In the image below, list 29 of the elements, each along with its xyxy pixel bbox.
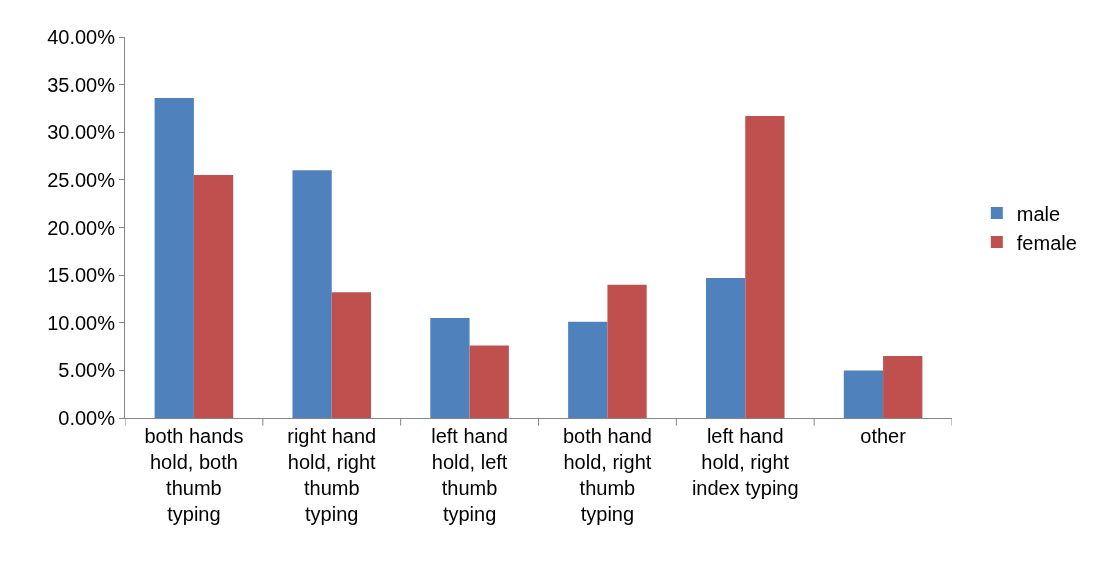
- y-tick-label: 5.00%: [58, 359, 116, 382]
- bar: [745, 116, 785, 418]
- x-tick-label: left hand hold, right index typing: [691, 425, 799, 499]
- bar: [705, 277, 746, 418]
- y-tick-label: 35.00%: [47, 73, 116, 96]
- bar: [193, 175, 234, 418]
- x-tick-label: other: [860, 425, 907, 447]
- y-tick-label: 20.00%: [47, 216, 116, 239]
- bar: [568, 321, 608, 418]
- bar: [430, 317, 470, 418]
- y-tick-label: 0.00%: [58, 407, 116, 429]
- x-tick-label: left hand hold, left thumb typing: [431, 425, 508, 525]
- bar: [843, 370, 884, 418]
- y-tick-label: 15.00%: [47, 264, 116, 287]
- bar: [331, 292, 372, 418]
- x-tick-label: both hand hold, right thumb typing: [562, 425, 652, 525]
- y-tick-label: 25.00%: [47, 168, 116, 191]
- bar: [883, 356, 923, 418]
- x-tick-label: right hand hold, right thumb typing: [287, 425, 377, 525]
- bar: [292, 170, 332, 418]
- legend-label: female: [1016, 231, 1077, 254]
- y-tick-label: 10.00%: [47, 311, 116, 334]
- bar: [154, 97, 194, 418]
- y-tick-label: 40.00%: [47, 26, 116, 48]
- bar: [469, 345, 509, 418]
- legend-label: male: [1016, 202, 1061, 225]
- y-tick-label: 30.00%: [47, 121, 116, 144]
- x-tick-label: both hands hold, both thumb typing: [144, 425, 244, 525]
- bar: [607, 284, 647, 418]
